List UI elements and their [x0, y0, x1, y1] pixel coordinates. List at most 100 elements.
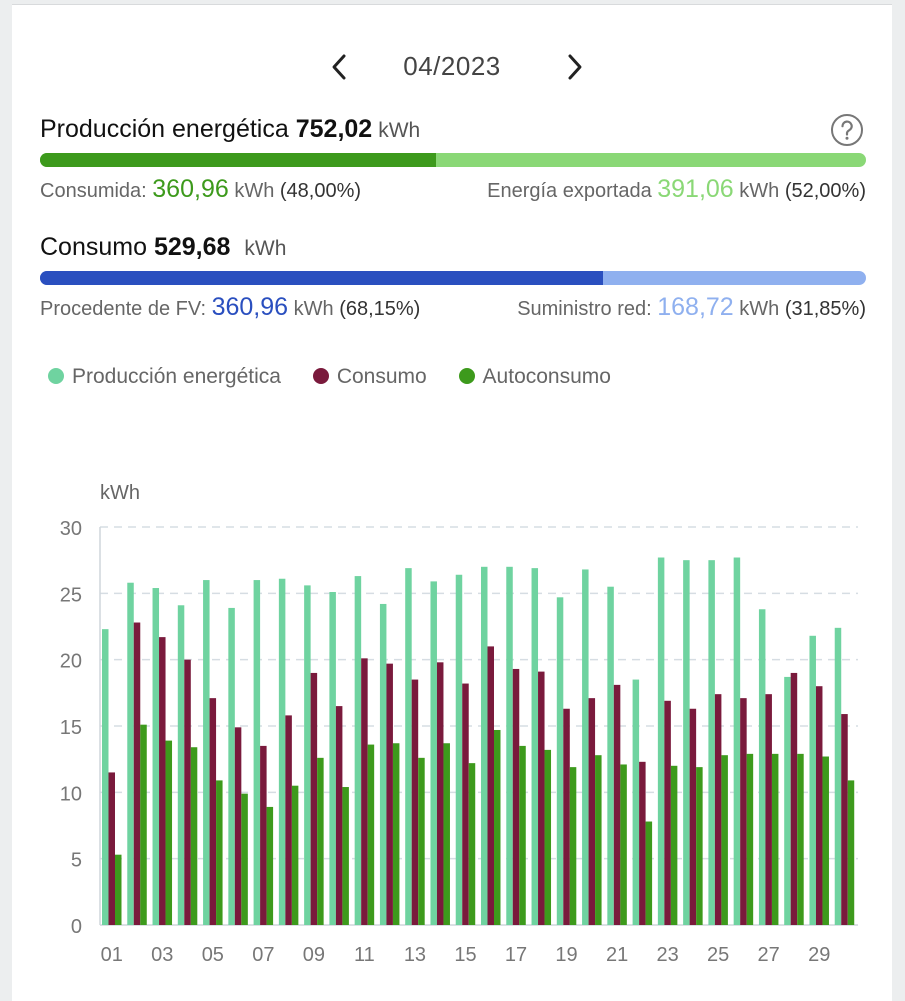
grid-label: Suministro red: — [517, 298, 652, 320]
production-title: Producción energética 752,02 kWh — [40, 115, 420, 144]
bar-selfconsumption — [216, 780, 223, 925]
bar-consumption — [563, 708, 570, 925]
bar-consumption — [538, 671, 545, 925]
y-axis-label: kWh — [100, 482, 140, 504]
y-tick-label: 10 — [60, 783, 82, 805]
legend-item-production[interactable]: Producción energética — [48, 365, 281, 389]
legend-dot-production — [48, 368, 64, 384]
bar-production — [582, 569, 589, 925]
y-tick-label: 5 — [71, 850, 82, 872]
x-tick-label: 11 — [354, 944, 375, 966]
bar-production — [607, 586, 614, 925]
bar-consumption — [740, 698, 747, 925]
legend-label-consumption: Consumo — [336, 365, 427, 388]
consumption-split-bar — [40, 271, 866, 285]
pv-label: Procedente de FV: — [40, 298, 207, 320]
bar-consumption — [386, 663, 393, 925]
bar-selfconsumption — [494, 729, 501, 925]
bar-production — [354, 576, 362, 925]
bar-selfconsumption — [367, 744, 375, 925]
x-tick-label: 17 — [505, 944, 527, 966]
x-tick-label: 07 — [252, 944, 274, 966]
bar-selfconsumption — [241, 793, 248, 925]
chevron-right-icon[interactable] — [554, 47, 594, 87]
chevron-left-icon[interactable] — [320, 47, 360, 87]
bar-production — [556, 597, 564, 925]
bar-selfconsumption — [797, 753, 804, 925]
exported-percent: (52,00%) — [784, 180, 866, 202]
help-icon[interactable] — [830, 113, 864, 147]
consumed-percent: (48,00%) — [279, 180, 362, 202]
consumed-label: Consumida: — [40, 180, 147, 202]
bar-production — [657, 557, 665, 925]
x-tick-label: 29 — [808, 944, 830, 966]
bar-production — [632, 679, 640, 925]
bar-consumption — [462, 683, 469, 925]
bar-consumption — [790, 672, 798, 925]
bar-production — [506, 566, 513, 925]
month-label: 04/2023 — [403, 51, 501, 81]
x-tick-label: 23 — [656, 944, 678, 966]
x-tick-label: 01 — [101, 944, 123, 966]
bar-production — [304, 585, 311, 925]
bar-consumption — [815, 686, 823, 925]
bar-production — [278, 578, 286, 925]
bar-production — [834, 627, 842, 925]
legend-item-selfconsumption[interactable]: Autoconsumo — [458, 365, 611, 389]
x-tick-label: 13 — [404, 944, 426, 966]
production-unit: kWh — [378, 119, 421, 142]
bar-production — [329, 592, 336, 925]
bar-selfconsumption — [847, 780, 855, 925]
bar-selfconsumption — [721, 755, 728, 925]
bar-selfconsumption — [645, 821, 653, 925]
x-tick-label: 09 — [303, 944, 325, 966]
y-tick-label: 20 — [60, 651, 82, 673]
bar-selfconsumption — [291, 785, 299, 925]
bar-selfconsumption — [392, 743, 400, 925]
production-label: Producción energética — [40, 115, 289, 143]
bar-production — [177, 605, 185, 925]
bar-selfconsumption — [569, 767, 577, 925]
bar-consumption — [209, 698, 217, 925]
bar-consumption — [133, 622, 141, 925]
consumption-total: 529,68 — [153, 233, 231, 261]
bar-selfconsumption — [620, 764, 627, 925]
bar-selfconsumption — [266, 806, 274, 925]
bar-consumption — [184, 659, 191, 925]
bar-selfconsumption — [746, 753, 754, 925]
x-tick-label: 05 — [202, 944, 224, 966]
y-tick-label: 0 — [71, 916, 82, 938]
bar-consumption — [159, 637, 166, 925]
bar-selfconsumption — [190, 747, 198, 925]
legend-item-consumption[interactable]: Consumo — [312, 365, 427, 389]
bar-consumption — [841, 714, 848, 925]
consumption-unit: kWh — [244, 237, 287, 260]
bar-consumption — [361, 658, 368, 925]
x-tick-label: 15 — [454, 944, 476, 966]
consumption-title: Consumo 529,68 kWh — [40, 233, 286, 262]
bar-selfconsumption — [140, 724, 147, 925]
bar-production — [253, 580, 261, 925]
x-tick-label: 19 — [555, 944, 577, 966]
bar-consumption — [285, 715, 292, 925]
bar-selfconsumption — [544, 749, 552, 925]
bar-consumption — [639, 761, 646, 925]
bar-selfconsumption — [317, 757, 324, 925]
legend-dot-selfconsumption — [458, 368, 475, 384]
consumed-unit: kWh — [234, 180, 275, 202]
chart-legend: Producción energética Consumo Autoconsum… — [48, 365, 637, 389]
bar-production — [127, 582, 134, 925]
bar-production — [809, 635, 816, 925]
grid-percent: (31,85%) — [784, 298, 866, 320]
bar-production — [228, 607, 235, 925]
x-tick-label: 03 — [151, 944, 173, 966]
bar-selfconsumption — [670, 765, 678, 925]
exported-value: 391,06 — [657, 175, 734, 203]
pv-percent: (68,15%) — [339, 298, 421, 320]
bar-production — [758, 609, 766, 925]
bar-consumption — [765, 694, 772, 925]
grid-unit: kWh — [739, 298, 780, 320]
x-tick-label: 21 — [606, 944, 628, 966]
y-tick-label: 30 — [60, 518, 82, 540]
bar-consumption — [487, 646, 494, 925]
